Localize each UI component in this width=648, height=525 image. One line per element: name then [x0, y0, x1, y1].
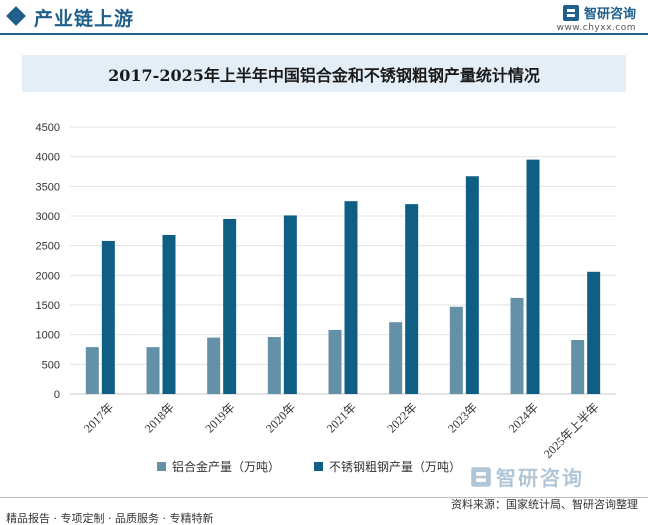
y-tick-label: 2500: [36, 241, 60, 253]
watermark-name: 智研咨询: [496, 466, 584, 490]
x-tick-label: 2019年: [202, 400, 237, 435]
y-tick-label: 3500: [36, 181, 60, 193]
y-tick-label: 2000: [36, 270, 60, 282]
bar-stainless: [283, 215, 297, 394]
bar-aluminum: [571, 340, 585, 394]
x-tick-label: 2017年: [81, 400, 116, 435]
legend-label-aluminum: 铝合金产量（万吨）: [172, 460, 281, 474]
bar-stainless: [587, 271, 601, 394]
bar-stainless: [344, 201, 358, 394]
header-divider: [0, 33, 648, 35]
bar-aluminum: [328, 329, 342, 394]
footer-divider: [0, 497, 648, 498]
watermark-brand: 智研咨询: [470, 462, 584, 491]
x-tick-label: 2025年上半年: [541, 400, 602, 461]
page-title: 产业链上游: [34, 8, 135, 30]
bar-aluminum: [510, 297, 524, 394]
bar-stainless: [101, 240, 115, 394]
bar-aluminum: [449, 306, 463, 394]
chart-title: 2017-2025年上半年中国铝合金和不锈钢粗钢产量统计情况: [108, 65, 540, 85]
bar-stainless: [223, 218, 237, 394]
legend-swatch-stainless: [314, 462, 324, 471]
watermark-logo-icon: [471, 466, 491, 487]
footer-tagline: 精品报告 · 专项定制 · 品质服务 · 专精特新: [6, 512, 214, 525]
bar-stainless: [465, 176, 479, 394]
legend-label-stainless: 不锈钢粗钢产量（万吨）: [329, 460, 462, 474]
x-tick-label: 2024年: [506, 400, 541, 435]
brand: 智研咨询 www.chyxx.com: [557, 3, 636, 33]
bar-aluminum: [389, 322, 403, 394]
brand-url: www.chyxx.com: [556, 23, 636, 33]
y-tick-label: 4500: [36, 122, 60, 134]
header: 产业链上游 智研咨询 www.chyxx.com: [0, 0, 648, 36]
bar-stainless: [162, 234, 176, 394]
bar-aluminum: [146, 347, 160, 394]
legend-item-aluminum: 铝合金产量（万吨）: [157, 458, 280, 475]
y-tick-label: 1500: [36, 300, 60, 312]
x-tick-label: 2022年: [384, 400, 419, 435]
legend-swatch-aluminum: [157, 462, 166, 471]
brand-logo-icon: [562, 4, 579, 21]
bar-stainless: [405, 204, 419, 394]
y-tick-label: 3000: [36, 211, 60, 223]
x-tick-label: 2018年: [142, 400, 177, 435]
bar-aluminum: [85, 347, 99, 394]
chart-title-band: 2017-2025年上半年中国铝合金和不锈钢粗钢产量统计情况: [22, 55, 626, 92]
bar-aluminum: [207, 337, 221, 394]
chart-legend: 铝合金产量（万吨） 不锈钢粗钢产量（万吨）: [157, 458, 461, 475]
data-source: 资料来源：国家统计局、智研咨询整理: [451, 498, 638, 511]
y-tick-label: 500: [42, 359, 60, 371]
brand-name: 智研咨询: [583, 7, 636, 22]
y-tick-label: 1000: [36, 330, 60, 342]
y-tick-label: 4000: [36, 152, 60, 164]
legend-item-stainless: 不锈钢粗钢产量（万吨）: [314, 458, 461, 475]
x-tick-label: 2021年: [324, 400, 359, 435]
x-tick-label: 2020年: [263, 400, 298, 435]
y-tick-label: 0: [54, 389, 60, 401]
x-tick-label: 2023年: [445, 400, 480, 435]
bar-stainless: [526, 159, 540, 394]
bar-aluminum: [267, 337, 281, 394]
